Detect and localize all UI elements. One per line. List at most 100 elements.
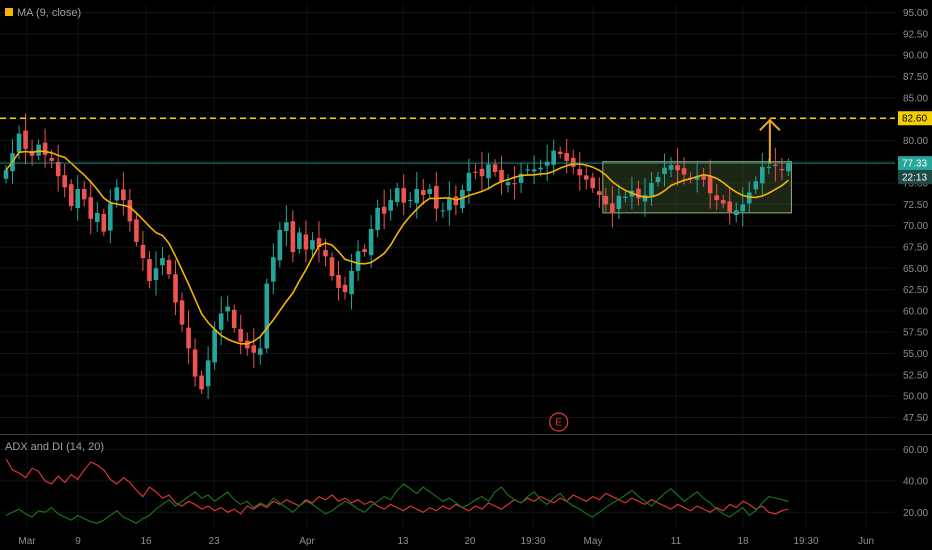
resistance-tag: 82.60 [902, 114, 927, 125]
price-tick-label: 52.50 [903, 370, 928, 381]
price-legend: MA (9, close) [5, 7, 81, 19]
price-tick-label: 60.00 [903, 306, 928, 317]
candle-body [557, 151, 563, 155]
candle-body [192, 349, 198, 377]
breakout-arrow [759, 118, 781, 164]
price-tick-label: 72.50 [903, 200, 928, 211]
indicator-axis[interactable]: 60.00 40.00 20.00 [903, 445, 928, 519]
candle-body [68, 184, 74, 207]
candle-body [42, 142, 48, 155]
candle-body [75, 189, 81, 209]
candle-body [753, 181, 759, 190]
candle-body [160, 258, 165, 266]
time-tick-label: May [584, 536, 603, 547]
breakout-arrow-head [759, 118, 781, 131]
candle-body [583, 175, 589, 180]
candle-body [642, 194, 648, 202]
price-tick-label: 87.50 [903, 72, 928, 83]
candle-body [779, 169, 785, 171]
candle-body [492, 164, 498, 172]
candle-body [499, 169, 504, 183]
candle-body [512, 183, 517, 185]
candles [3, 113, 791, 399]
candle-body [466, 172, 472, 191]
candle-body [707, 176, 713, 194]
price-legend-text: MA (9, close) [17, 7, 81, 19]
moving-average-line [5, 150, 789, 345]
candle-body [251, 345, 257, 353]
candle-body [531, 169, 537, 172]
candle-body [147, 259, 152, 282]
countdown-tag-bg [898, 170, 932, 185]
candle-body [597, 191, 602, 195]
price-tick-label: 90.00 [903, 51, 928, 62]
candle-body [773, 164, 778, 166]
time-tick-label: 13 [397, 536, 409, 547]
candle-body [760, 166, 765, 184]
candle-body [440, 210, 446, 212]
candle-body [538, 167, 543, 170]
candle-body [336, 274, 341, 288]
candle-body [518, 173, 524, 183]
earnings-marker[interactable]: E [549, 412, 569, 432]
candle-body [551, 150, 556, 165]
candle-body [505, 182, 511, 186]
price-tick-label: 85.00 [903, 93, 928, 104]
time-tick-label: Jun [858, 536, 874, 547]
time-tick-label: 23 [208, 536, 220, 547]
candle-body [486, 164, 491, 179]
candle-body [447, 198, 452, 211]
candle-body [570, 157, 576, 167]
price-tick-label: 92.50 [903, 29, 928, 40]
time-axis[interactable]: Mar 9 16 23 Apr 13 20 19:30 May 11 18 19:30 Jun [18, 536, 874, 547]
time-tick-label: 16 [140, 536, 152, 547]
candle-body [186, 327, 191, 349]
candle-body [297, 232, 302, 250]
candle-body [277, 229, 283, 261]
candle-body [88, 197, 94, 219]
candle-body [257, 348, 263, 355]
indicator-legend: ADX and DI (14, 20) [5, 441, 104, 453]
price-tick-label: 47.50 [903, 413, 928, 424]
candle-body [368, 229, 374, 256]
price-tick-label: 57.50 [903, 328, 928, 339]
indicator-tick-label: 60.00 [903, 445, 928, 456]
candle-body [355, 251, 361, 271]
indicator-tick-label: 40.00 [903, 476, 928, 487]
candle-body [114, 187, 120, 201]
candle-body [271, 257, 276, 282]
candle-body [342, 284, 348, 293]
candle-body [388, 200, 393, 211]
price-tick-label: 70.00 [903, 221, 928, 232]
resistance-tag-bg [898, 111, 932, 126]
candle-body [29, 150, 35, 156]
candle-body [420, 190, 426, 195]
candle-body [329, 257, 335, 276]
candle-body [590, 177, 596, 189]
candle-body [121, 189, 126, 201]
candle-body [81, 189, 87, 200]
candle-body [238, 329, 244, 342]
candle-body [264, 283, 270, 349]
candle-body [49, 157, 54, 161]
candle-body [284, 222, 289, 231]
candle-body [414, 189, 420, 204]
earnings-marker-label: E [555, 418, 562, 429]
axis-tags: 82.60 77.33 22:13 [898, 111, 932, 185]
grid [0, 4, 895, 528]
last-price-tag-bg [898, 156, 932, 171]
candle-body [610, 203, 615, 213]
di-line-1 [5, 483, 789, 524]
candle-body [23, 130, 28, 149]
candle-body [544, 161, 550, 166]
time-tick-label: 11 [671, 536, 682, 547]
price-levels [0, 117, 895, 164]
indicator-tick-label: 20.00 [903, 508, 928, 519]
candle-body [94, 212, 100, 222]
candle-body [577, 168, 583, 176]
candle-body [740, 204, 746, 212]
candle-body [108, 203, 113, 231]
candle-body [701, 176, 706, 180]
